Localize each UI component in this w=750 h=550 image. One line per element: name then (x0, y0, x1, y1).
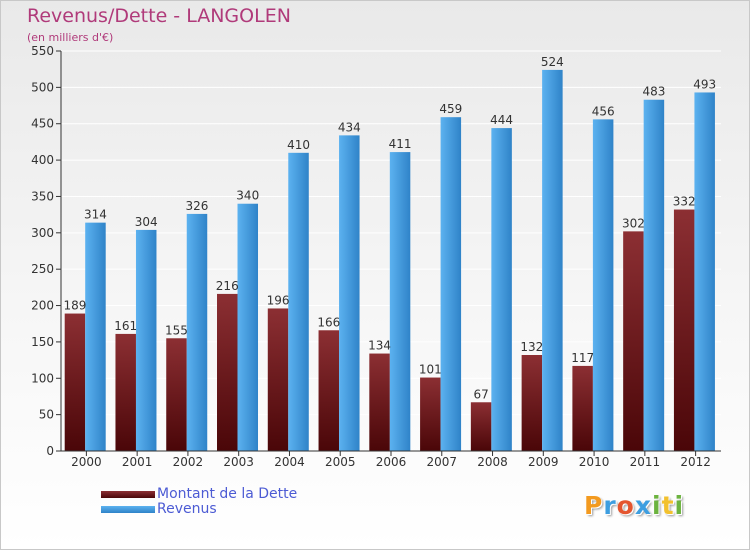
legend-swatch-revenus (101, 506, 155, 513)
bar-revenus (237, 203, 259, 451)
bar-revenus (491, 128, 512, 451)
bar-debt (623, 231, 644, 451)
data-label-debt: 132 (520, 340, 543, 354)
bar-revenus (592, 119, 614, 451)
data-label-revenus: 493 (693, 77, 716, 91)
y-tick-label: 500 (31, 80, 54, 94)
data-label-revenus: 304 (135, 215, 158, 229)
bar-debt (572, 365, 593, 451)
bar-debt (217, 293, 238, 451)
x-tick-label: 2003 (223, 455, 254, 469)
axis-layer: 0 50 100 150 200 250 300 350 400 450 500 550 2000 200… (31, 44, 721, 469)
legend-item-revenus: Revenus (101, 502, 297, 517)
bar-revenus (288, 152, 309, 451)
legend-swatch-debt (101, 491, 155, 498)
bar-debt (521, 355, 543, 451)
x-tick-label: 2011 (630, 455, 661, 469)
bar-debt (369, 353, 390, 451)
logo-letter: i (652, 491, 662, 520)
legend-item-debt: Montant de la Dette (101, 487, 297, 502)
data-label-debt: 332 (673, 195, 696, 209)
bars-layer (64, 69, 715, 452)
bar-revenus (186, 213, 208, 451)
y-tick-label: 0 (46, 444, 54, 458)
data-label-revenus: 434 (338, 120, 361, 134)
bar-debt (64, 313, 86, 451)
data-label-debt: 196 (267, 293, 290, 307)
y-tick-label: 200 (31, 299, 54, 313)
x-tick-label: 2002 (173, 455, 204, 469)
bar-debt (673, 209, 695, 451)
x-tick-label: 2007 (426, 455, 457, 469)
bar-debt (470, 402, 492, 451)
data-label-revenus: 326 (186, 199, 209, 213)
data-label-debt: 161 (114, 319, 137, 333)
bar-revenus (339, 135, 360, 451)
data-label-revenus: 456 (592, 104, 615, 118)
legend-label-revenus: Revenus (157, 501, 217, 517)
data-label-debt: 134 (368, 339, 391, 353)
y-tick-label: 550 (31, 44, 54, 58)
logo-letter: x (634, 491, 652, 520)
bar-revenus (85, 222, 106, 451)
chart-title: Revenus/Dette - LANGOLEN (27, 5, 291, 27)
data-label-debt: 155 (165, 323, 188, 337)
data-label-debt: 302 (622, 216, 645, 230)
logo-letter: P (584, 491, 604, 520)
bar-revenus (643, 99, 665, 452)
x-tick-label: 2012 (680, 455, 711, 469)
y-tick-label: 50 (39, 408, 54, 422)
data-label-debt: 67 (473, 387, 488, 401)
bar-revenus (440, 117, 462, 451)
labels-layer: 189 314 161 304 155 326 216 340 196 410 166 434 134 4… (63, 55, 716, 401)
bar-revenus (542, 69, 563, 451)
logo-letter: i (674, 491, 685, 520)
y-tick-label: 100 (31, 371, 54, 385)
bar-debt (420, 377, 441, 451)
bar-revenus (135, 229, 157, 451)
x-tick-label: 2010 (579, 455, 610, 469)
x-tick-label: 2001 (122, 455, 153, 469)
bar-debt (166, 338, 187, 451)
y-tick-label: 300 (31, 226, 54, 240)
x-tick-label: 2000 (71, 455, 102, 469)
y-tick-label: 350 (31, 189, 54, 203)
data-label-revenus: 340 (236, 189, 259, 203)
legend-label-debt: Montant de la Dette (157, 486, 298, 502)
data-label-revenus: 444 (490, 113, 513, 127)
data-label-revenus: 410 (287, 138, 310, 152)
logo-letter: o (616, 491, 635, 520)
proxiti-logo: Proxiti (584, 491, 684, 520)
data-label-debt: 216 (216, 279, 239, 293)
y-tick-label: 400 (31, 153, 54, 167)
data-label-debt: 101 (419, 363, 442, 377)
x-tick-label: 2005 (325, 455, 356, 469)
y-tick-label: 450 (31, 117, 54, 131)
chart-subtitle: (en milliers d'€) (27, 31, 114, 44)
x-tick-label: 2009 (528, 455, 559, 469)
data-label-debt: 189 (63, 299, 86, 313)
data-label-revenus: 483 (642, 85, 665, 99)
x-tick-label: 2008 (477, 455, 508, 469)
data-label-revenus: 411 (389, 137, 412, 151)
x-tick-label: 2004 (274, 455, 305, 469)
legend: Montant de la Dette Revenus (101, 487, 297, 517)
logo-letter: r (603, 491, 617, 520)
data-label-revenus: 459 (439, 102, 462, 116)
data-label-debt: 166 (317, 315, 340, 329)
data-label-revenus: 524 (541, 55, 564, 69)
y-tick-label: 150 (31, 335, 54, 349)
bar-debt (267, 308, 289, 451)
bar-debt (318, 330, 340, 451)
bar-revenus (389, 152, 411, 451)
y-tick-label: 250 (31, 262, 54, 276)
x-tick-label: 2006 (376, 455, 407, 469)
bar-debt (115, 333, 136, 451)
logo-letter: t (661, 491, 675, 520)
data-label-debt: 117 (571, 351, 594, 365)
bar-revenus (694, 92, 715, 452)
data-label-revenus: 314 (84, 208, 107, 222)
